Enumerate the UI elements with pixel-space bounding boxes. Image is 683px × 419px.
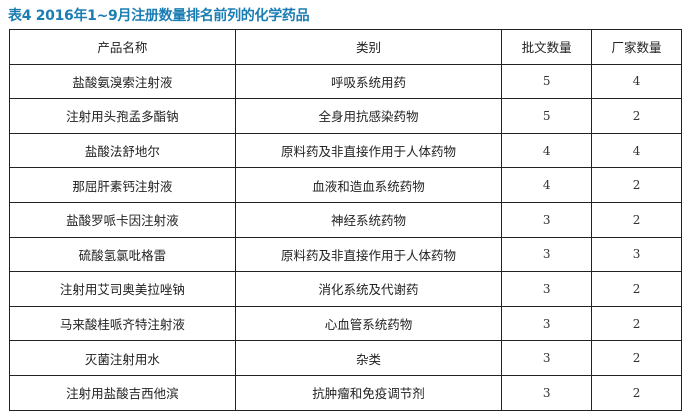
table-row: 那屈肝素钙注射液 血液和造血系统药物 4 2	[9, 167, 682, 203]
cell-manufacturer-count: 4	[591, 132, 682, 169]
cell-product-name: 注射用头孢孟多酯钠	[9, 98, 236, 134]
cell-approval-count: 3	[501, 271, 593, 307]
cell-category: 原料药及非直接作用于人体药物	[234, 132, 503, 169]
cell-category: 消化系统及代谢药	[234, 271, 503, 307]
cell-approval-count: 3	[501, 340, 593, 376]
cell-category: 血液和造血系统药物	[234, 167, 503, 203]
cell-category: 神经系统药物	[234, 201, 503, 238]
cell-product-name: 硫酸氢氯吡格雷	[9, 236, 236, 273]
table-row: 硫酸氢氯吡格雷 原料药及非直接作用于人体药物 3 3	[9, 236, 682, 273]
cell-manufacturer-count: 2	[591, 340, 682, 376]
cell-product-name: 注射用盐酸吉西他滨	[9, 374, 236, 411]
cell-manufacturer-count: 2	[591, 305, 682, 342]
cell-category: 抗肿瘤和免疫调节剂	[234, 374, 503, 411]
cell-category: 呼吸系统用药	[234, 63, 503, 100]
cell-approval-count: 5	[501, 63, 593, 100]
cell-manufacturer-count: 2	[591, 98, 682, 134]
table-row: 盐酸氨溴索注射液 呼吸系统用药 5 4	[9, 63, 682, 100]
cell-approval-count: 4	[501, 132, 593, 169]
cell-approval-count: 4	[501, 167, 593, 203]
header-category: 类别	[234, 29, 503, 65]
table-row: 盐酸罗哌卡因注射液 神经系统药物 3 2	[9, 201, 682, 238]
header-approval-count: 批文数量	[501, 29, 593, 65]
cell-manufacturer-count: 3	[591, 236, 682, 273]
cell-product-name: 盐酸法舒地尔	[9, 132, 236, 169]
table-row: 灭菌注射用水 杂类 3 2	[9, 340, 682, 376]
table-row: 马来酸桂哌齐特注射液 心血管系统药物 3 2	[9, 305, 682, 342]
cell-approval-count: 5	[501, 98, 593, 134]
cell-category: 杂类	[234, 340, 503, 376]
cell-product-name: 灭菌注射用水	[9, 340, 236, 376]
cell-category: 心血管系统药物	[234, 305, 503, 342]
cell-product-name: 盐酸氨溴索注射液	[9, 63, 236, 100]
cell-category: 全身用抗感染药物	[234, 98, 503, 134]
cell-approval-count: 3	[501, 305, 593, 342]
cell-product-name: 注射用艾司奥美拉唑钠	[9, 271, 236, 307]
header-product-name: 产品名称	[9, 29, 236, 65]
cell-manufacturer-count: 2	[591, 167, 682, 203]
table-row: 盐酸法舒地尔 原料药及非直接作用于人体药物 4 4	[9, 132, 682, 169]
table-title: 表4 2016年1~9月注册数量排名前列的化学药品	[8, 8, 310, 24]
cell-manufacturer-count: 2	[591, 271, 682, 307]
table-row: 注射用艾司奥美拉唑钠 消化系统及代谢药 3 2	[9, 271, 682, 307]
cell-category: 原料药及非直接作用于人体药物	[234, 236, 503, 273]
cell-manufacturer-count: 2	[591, 201, 682, 238]
cell-approval-count: 3	[501, 374, 593, 411]
drug-ranking-table: 产品名称 类别 批文数量 厂家数量 盐酸氨溴索注射液 呼吸系统用药 5 4 注射用头孢孟…	[9, 29, 682, 411]
cell-manufacturer-count: 4	[591, 63, 682, 100]
cell-approval-count: 3	[501, 236, 593, 273]
table-row: 注射用头孢孟多酯钠 全身用抗感染药物 5 2	[9, 98, 682, 134]
header-row: 产品名称 类别 批文数量 厂家数量	[9, 29, 682, 65]
table-row: 注射用盐酸吉西他滨 抗肿瘤和免疫调节剂 3 2	[9, 374, 682, 411]
cell-product-name: 那屈肝素钙注射液	[9, 167, 236, 203]
header-manufacturer-count: 厂家数量	[591, 29, 682, 65]
cell-product-name: 马来酸桂哌齐特注射液	[9, 305, 236, 342]
cell-manufacturer-count: 2	[591, 374, 682, 411]
cell-approval-count: 3	[501, 201, 593, 238]
cell-product-name: 盐酸罗哌卡因注射液	[9, 201, 236, 238]
